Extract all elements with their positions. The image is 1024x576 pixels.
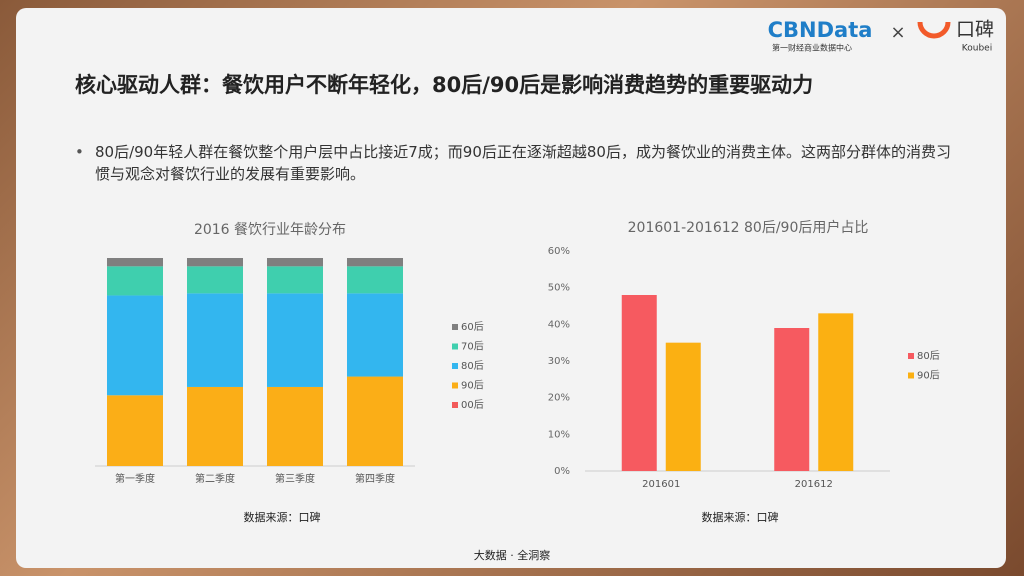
- brand-sub: 第一财经商业数据中心: [772, 43, 852, 53]
- legend-label: 80后: [917, 350, 940, 362]
- brand-logo: CBNData: [768, 18, 873, 42]
- bar: [665, 342, 701, 471]
- y-tick-label: 40%: [548, 319, 570, 330]
- partner-icon: [917, 21, 951, 39]
- legend-swatch: [452, 382, 458, 389]
- bar-segment: [107, 258, 163, 267]
- y-tick-label: 20%: [548, 393, 570, 404]
- bar-segment: [187, 266, 243, 294]
- chart-title: 201601-201612 80后/90后用户占比: [628, 219, 869, 236]
- legend-label: 60后: [461, 321, 484, 333]
- legend-swatch: [908, 353, 914, 359]
- slide-title: 核心驱动人群：餐饮用户不断年轻化，80后/90后是影响消费趋势的重要驱动力: [75, 73, 813, 97]
- legend-label: 90后: [917, 370, 940, 382]
- y-tick-label: 10%: [548, 429, 570, 440]
- bar-segment: [347, 293, 403, 377]
- x-tick-label: 第一季度: [115, 472, 155, 485]
- x-tick-label: 第二季度: [195, 472, 235, 485]
- chart-title: 2016 餐饮行业年龄分布: [194, 222, 346, 238]
- bar-segment: [267, 266, 323, 294]
- bar-segment: [267, 293, 323, 387]
- bar-segment: [107, 395, 163, 466]
- slide-panel: [16, 8, 1006, 568]
- bullet-dot: •: [75, 143, 84, 161]
- legend-swatch: [452, 363, 458, 369]
- bar-segment: [107, 266, 163, 296]
- legend-swatch: [452, 324, 458, 330]
- legend-label: 90后: [461, 380, 484, 392]
- times-sign: ×: [890, 22, 905, 43]
- bar-segment: [187, 386, 243, 466]
- partner-logo: 口碑: [956, 19, 994, 41]
- bar-segment: [267, 258, 323, 267]
- y-tick-label: 60%: [548, 246, 570, 257]
- bar-segment: [347, 266, 403, 294]
- x-tick-label: 201612: [795, 479, 833, 490]
- bar-segment: [347, 258, 403, 267]
- bar-segment: [187, 293, 243, 387]
- x-tick-label: 第三季度: [275, 472, 315, 485]
- footer: 大数据 · 全洞察: [474, 548, 551, 562]
- legend-label: 80后: [461, 360, 484, 372]
- legend-swatch: [452, 402, 458, 408]
- bullet-text: 80后/90年轻人群在餐饮整个用户层中占比接近7成；而90后正在逐渐超越80后，…: [95, 143, 951, 183]
- bar: [818, 313, 854, 471]
- legend-swatch: [908, 372, 914, 379]
- x-tick-label: 201601: [642, 479, 680, 490]
- bar: [774, 328, 810, 471]
- partner-en: Koubei: [962, 44, 992, 54]
- bar-segment: [347, 376, 403, 466]
- y-tick-label: 50%: [548, 283, 570, 294]
- legend-label: 70后: [461, 341, 484, 353]
- legend-label: 00后: [461, 399, 484, 411]
- x-tick-label: 第四季度: [355, 472, 395, 485]
- source-note: 数据来源：口碑: [244, 510, 321, 524]
- legend-swatch: [452, 343, 458, 350]
- bar-segment: [107, 295, 163, 396]
- bar: [621, 295, 657, 471]
- y-tick-label: 30%: [548, 356, 570, 367]
- bar-segment: [187, 258, 243, 267]
- source-note: 数据来源：口碑: [702, 510, 779, 524]
- y-tick-label: 0%: [554, 466, 570, 477]
- bar-segment: [267, 386, 323, 466]
